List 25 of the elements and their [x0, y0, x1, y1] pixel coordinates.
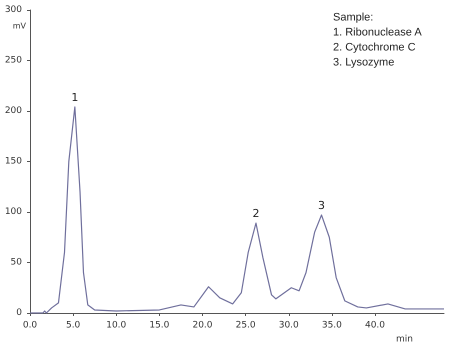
y-tick-label: 300	[4, 5, 22, 15]
annotation: 1	[71, 90, 78, 104]
x-tick-label: 10.0	[106, 320, 127, 330]
x-tick-label: 30.0	[278, 320, 300, 330]
x-tick-label: 35.0	[322, 320, 342, 330]
y-tick-label: 200	[4, 106, 22, 116]
annotation: Sample:	[333, 12, 374, 24]
y-tick-label: 150	[4, 156, 22, 166]
y-tick-label: 50	[10, 258, 22, 268]
y-axis-title: mV	[12, 22, 27, 30]
x-tick-label: 40.0	[364, 320, 386, 330]
x-tick-label: 20.0	[192, 320, 213, 330]
x-tick-label: 25.0	[236, 320, 256, 330]
y-tick-label: 250	[4, 56, 22, 66]
x-tick-label: 0.0	[22, 320, 38, 330]
annotation: 2. Cytochrome C	[333, 42, 416, 54]
y-tick-label: 0	[16, 308, 22, 318]
x-tick-label: 15.0	[149, 320, 170, 330]
annotation: 1. Ribonuclease A	[333, 26, 422, 38]
annotation: 3	[318, 199, 326, 212]
annotation: 3. Lysozyme	[333, 56, 394, 68]
annotation: 2	[252, 207, 260, 220]
x-axis-title: min	[396, 334, 413, 344]
y-tick-label: 100	[4, 207, 22, 217]
x-tick-label: 5.0	[66, 320, 81, 330]
